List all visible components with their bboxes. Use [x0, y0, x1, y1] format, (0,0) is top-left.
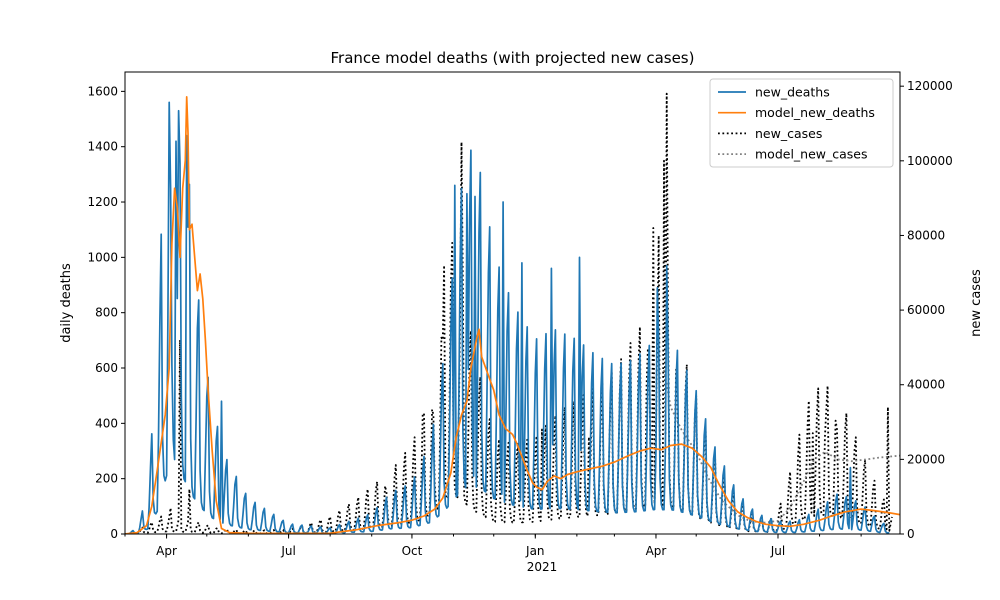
left-y-tick-label: 400 [95, 416, 118, 430]
x-axis: Apr Jul Oct Jan Apr Jul [124, 534, 862, 558]
right-y-tick-label: 100000 [907, 154, 953, 168]
right-y-tick-label: 60000 [907, 303, 945, 317]
right-y-tick-label: 20000 [907, 452, 945, 466]
left-y-axis: 0 200 400 600 800 1000 1200 1400 1600 [87, 84, 125, 541]
right-y-tick-label: 40000 [907, 378, 945, 392]
left-y-tick-label: 1000 [87, 250, 118, 264]
left-y-tick-label: 0 [110, 527, 118, 541]
left-y-axis-label: daily deaths [59, 263, 74, 343]
left-y-tick-label: 1400 [87, 140, 118, 154]
x-tick-label: Jan [525, 544, 545, 558]
legend-box [709, 78, 894, 168]
x-tick-label: Jul [280, 544, 295, 558]
plot-frame [124, 71, 901, 535]
left-y-tick-label: 1600 [87, 84, 118, 98]
legend: new_deaths model_new_deaths new_casesmodel… [709, 78, 894, 168]
series-model-new-cases [663, 369, 900, 524]
x-tick-label: Oct [402, 544, 423, 558]
right-y-axis-label: new cases [969, 269, 984, 337]
x-tick-label: Apr [156, 544, 177, 558]
left-y-tick-label: 1200 [87, 195, 118, 209]
series-layer [125, 92, 900, 534]
x-tick-label: Jul [770, 544, 785, 558]
left-y-tick-label: 200 [95, 472, 118, 486]
legend-label-new-cases: new_cases [755, 126, 822, 141]
x-axis-year-label: 2021 [527, 560, 558, 574]
right-y-tick-label: 80000 [907, 228, 945, 242]
right-y-tick-label: 120000 [907, 79, 953, 93]
legend-label-model-new-cases: model_new_cases [755, 147, 868, 162]
series-model-new-deaths [125, 96, 900, 534]
left-y-tick-label: 800 [95, 306, 118, 320]
left-y-tick-label: 600 [95, 361, 118, 375]
legend-label-new-deaths: new_deaths [755, 85, 830, 100]
chart-title: France model deaths (with projected new … [331, 49, 695, 67]
legend-label-model-new-deaths: model_new_deaths [755, 105, 875, 120]
series-new-deaths [125, 101, 890, 534]
x-tick-label: Apr [646, 544, 667, 558]
plot-area [124, 71, 901, 535]
right-y-tick-label: 0 [907, 527, 915, 541]
right-y-axis: 0 20000 40000 60000 80000 100000 120000 [900, 79, 953, 541]
